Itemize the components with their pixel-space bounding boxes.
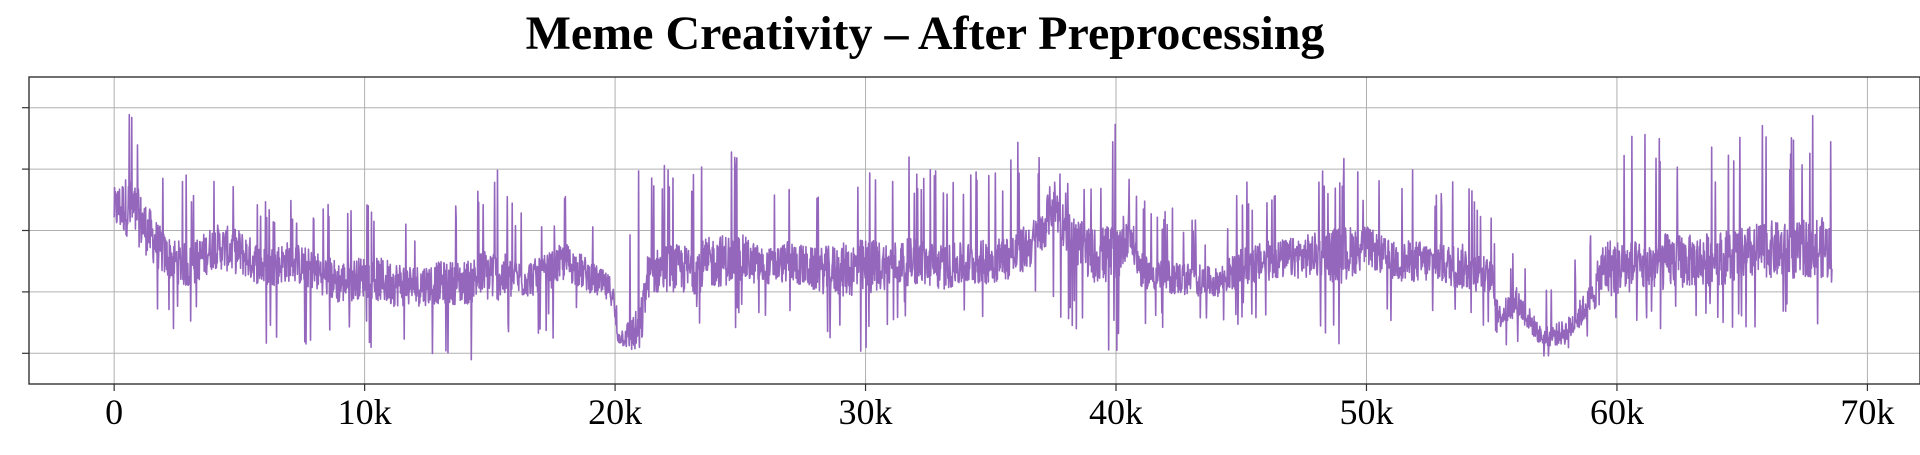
x-ticks: 0 10k 20k 30k 40k 50k 60k 70k [105,384,1894,432]
line-series [113,113,1833,361]
x-tick-label: 20k [588,392,642,432]
grid-lines [29,77,1920,384]
x-tick-label: 30k [839,392,893,432]
x-tick-label: 0 [105,392,123,432]
x-tick-label: 40k [1089,392,1143,432]
y-ticks [22,107,29,354]
series-line [113,113,1833,361]
x-tick-label: 50k [1339,392,1393,432]
x-tick-label: 10k [338,392,392,432]
x-tick-label: 60k [1590,392,1644,432]
x-tick-label: 70k [1840,392,1894,432]
chart-title: Meme Creativity – After Preprocessing [525,7,1325,60]
